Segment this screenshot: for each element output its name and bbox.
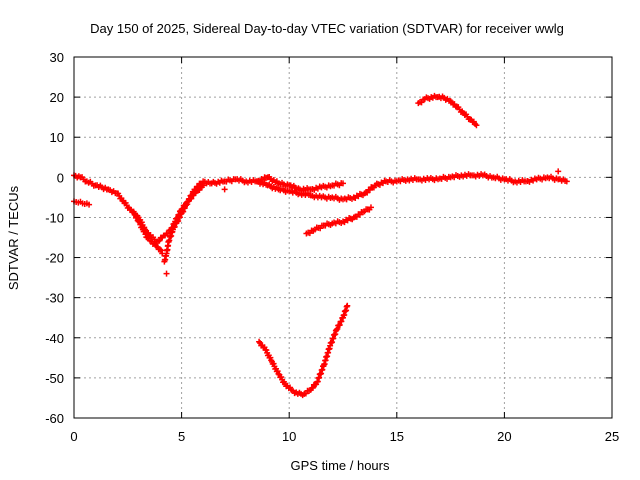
data-point-marker bbox=[344, 302, 351, 309]
x-tick-label: 20 bbox=[497, 429, 511, 444]
data-point-marker bbox=[175, 218, 182, 225]
y-tick-label: 20 bbox=[50, 90, 64, 105]
series-u-curve bbox=[256, 302, 351, 399]
data-layer bbox=[71, 92, 570, 399]
series-upper-branch bbox=[253, 173, 346, 194]
y-tick-label: -50 bbox=[45, 371, 64, 386]
series-pre-dawn-segment bbox=[71, 198, 93, 208]
data-point-marker bbox=[200, 182, 207, 189]
data-point-marker bbox=[163, 270, 170, 277]
plot-frame bbox=[73, 56, 613, 419]
data-point-marker bbox=[221, 186, 228, 193]
data-point-marker bbox=[136, 218, 143, 225]
data-point-marker bbox=[156, 237, 163, 244]
data-point-marker bbox=[176, 214, 183, 221]
series-arc-20 bbox=[415, 92, 480, 129]
series-branch-low-2 bbox=[161, 182, 207, 265]
y-tick-label: 30 bbox=[50, 50, 64, 65]
x-tick-label: 0 bbox=[70, 429, 77, 444]
data-point-marker bbox=[164, 230, 171, 237]
x-axis-label: GPS time / hours bbox=[291, 458, 390, 473]
data-point-marker bbox=[473, 122, 480, 129]
data-point-marker bbox=[275, 370, 282, 377]
tick-layer: 0 5 10 15 20 25 -60 -50 -40 -30 -20 -10 0 10 20 30 bbox=[45, 50, 619, 444]
series-outliers bbox=[163, 168, 562, 277]
x-tick-label: 10 bbox=[282, 429, 296, 444]
data-point-marker bbox=[133, 214, 140, 221]
x-tick-label: 5 bbox=[178, 429, 185, 444]
data-point-marker bbox=[333, 326, 340, 333]
y-tick-label: -20 bbox=[45, 251, 64, 266]
data-point-marker bbox=[141, 228, 148, 235]
data-point-marker bbox=[340, 180, 346, 187]
chart-title: Day 150 of 2025, Sidereal Day-to-day VTE… bbox=[90, 21, 564, 36]
data-point-marker bbox=[338, 318, 345, 325]
data-point-marker bbox=[86, 201, 93, 208]
data-point-marker bbox=[188, 195, 195, 202]
data-point-marker bbox=[367, 204, 374, 211]
y-tick-label: -40 bbox=[45, 331, 64, 346]
x-tick-label: 25 bbox=[605, 429, 619, 444]
series-lower-branch bbox=[303, 204, 374, 237]
data-point-marker bbox=[309, 384, 316, 391]
y-tick-label: -10 bbox=[45, 210, 64, 225]
grid-layer bbox=[74, 57, 612, 418]
y-tick-label: -30 bbox=[45, 291, 64, 306]
data-point-marker bbox=[180, 208, 187, 215]
data-point-marker bbox=[336, 321, 343, 328]
x-tick-label: 15 bbox=[390, 429, 404, 444]
data-point-marker bbox=[181, 205, 188, 212]
data-point-marker bbox=[334, 325, 341, 332]
data-point-marker bbox=[158, 247, 165, 254]
data-point-marker bbox=[157, 246, 164, 253]
series-branch-low-1 bbox=[131, 210, 166, 257]
data-point-marker bbox=[555, 168, 562, 175]
data-point-marker bbox=[563, 178, 570, 185]
y-tick-label: -60 bbox=[45, 411, 64, 426]
y-axis-label: SDTVAR / TECUs bbox=[6, 185, 21, 290]
data-point-marker bbox=[142, 231, 149, 238]
data-point-marker bbox=[171, 223, 178, 230]
y-tick-label: 0 bbox=[57, 170, 64, 185]
y-tick-label: 10 bbox=[50, 130, 64, 145]
